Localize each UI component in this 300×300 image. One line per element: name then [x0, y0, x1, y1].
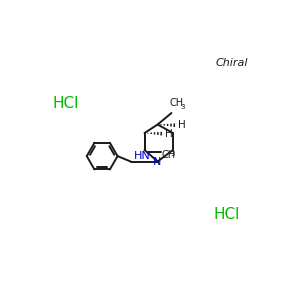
Text: Chiral: Chiral [215, 58, 248, 68]
Text: H: H [178, 120, 186, 130]
Text: N: N [153, 157, 161, 167]
Text: 3: 3 [180, 104, 184, 110]
Text: CH: CH [161, 150, 176, 160]
Text: HN: HN [134, 151, 151, 161]
Text: CH: CH [170, 98, 184, 108]
Text: HCl: HCl [214, 207, 240, 222]
Text: 3: 3 [171, 152, 175, 158]
Text: HCl: HCl [52, 96, 79, 111]
Text: H: H [165, 129, 173, 139]
